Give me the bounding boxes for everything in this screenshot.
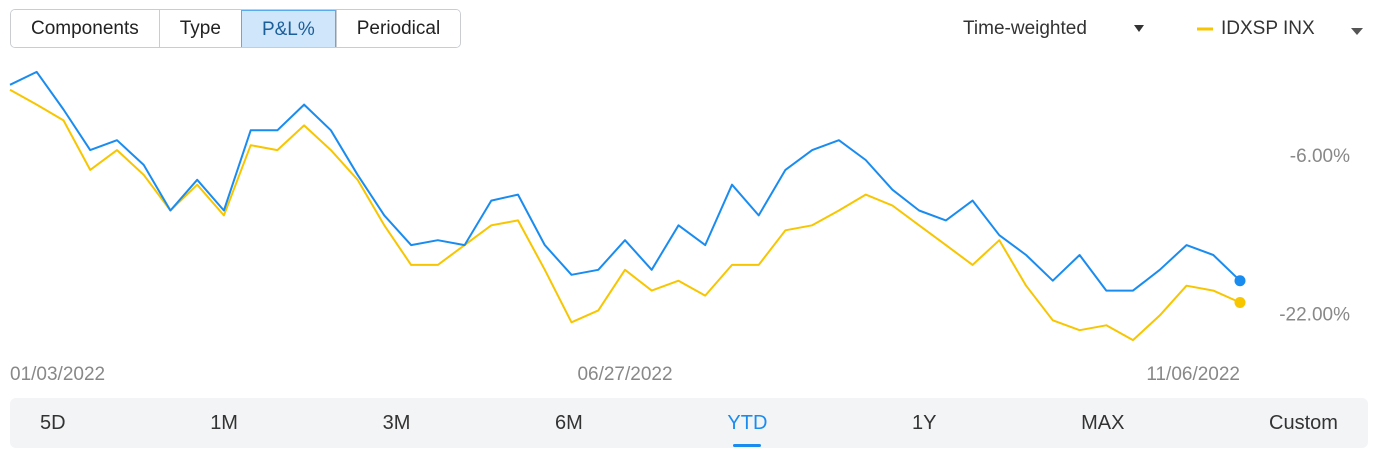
view-tab[interactable]: Type xyxy=(158,10,241,47)
range-button[interactable]: MAX xyxy=(1081,411,1125,434)
range-button[interactable]: 1Y xyxy=(912,411,937,434)
y-tick-label: -6.00% xyxy=(1290,146,1350,167)
end-point xyxy=(1234,297,1246,308)
range-button[interactable]: 6M xyxy=(555,411,583,434)
legend-label[interactable]: IDXSP INX xyxy=(1221,18,1315,39)
view-tab[interactable]: Periodical xyxy=(335,10,461,47)
view-tab[interactable]: Components xyxy=(11,10,159,47)
range-button[interactable]: 3M xyxy=(382,411,411,434)
series-line xyxy=(9,70,1241,292)
range-button[interactable]: 5D xyxy=(40,411,66,434)
dropdown-caret xyxy=(1351,28,1363,35)
view-tab[interactable]: P&L% xyxy=(240,10,336,47)
x-tick-label: 11/06/2022 xyxy=(1146,364,1240,385)
dropdown-caret xyxy=(1134,25,1144,32)
range-button[interactable]: YTD xyxy=(727,411,768,447)
end-point xyxy=(1234,275,1246,287)
range-selector: 5D 1M 3M 6M YTD 1Y MAX Custom xyxy=(10,398,1368,448)
range-button[interactable]: 1M xyxy=(210,411,238,434)
x-tick-label: 01/03/2022 xyxy=(10,364,105,385)
return-method-dropdown[interactable]: Time-weighted xyxy=(963,18,1087,39)
x-tick-label: 06/27/2022 xyxy=(577,364,672,385)
range-button[interactable]: Custom xyxy=(1269,411,1338,434)
series-line xyxy=(9,88,1241,342)
y-tick-label: -22.00% xyxy=(1279,304,1350,325)
view-tabs: Components Type P&L% Periodical xyxy=(10,9,462,48)
